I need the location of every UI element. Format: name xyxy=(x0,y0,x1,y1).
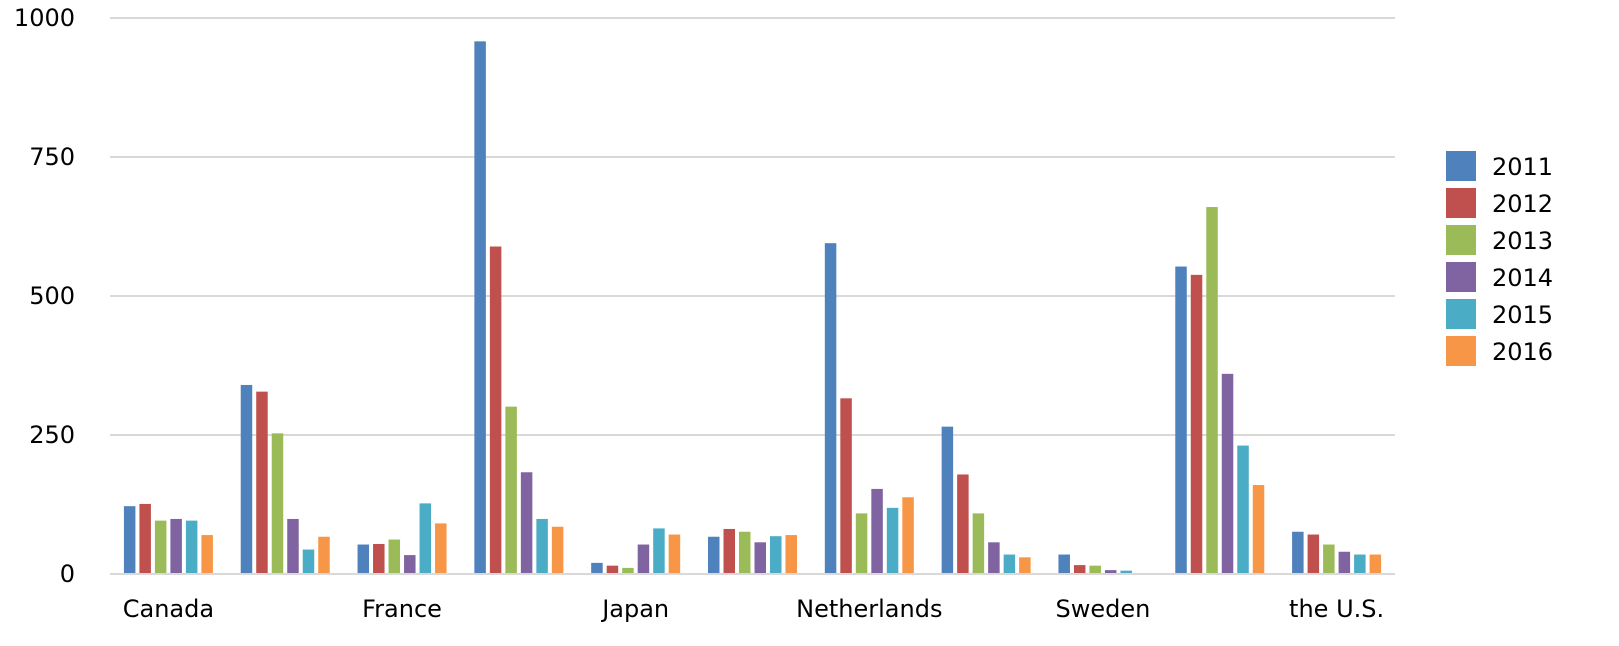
bar-2014 xyxy=(1338,551,1351,574)
x-tick-label: the U.S. xyxy=(1289,595,1384,623)
bar-2014 xyxy=(754,542,766,574)
bar-2016 xyxy=(1369,554,1382,574)
bar-2011 xyxy=(240,384,253,574)
bar-2014 xyxy=(1104,570,1117,574)
bar-2013 xyxy=(622,567,634,574)
bar-2012 xyxy=(489,246,502,575)
x-tick-label: Sweden xyxy=(1056,595,1151,623)
bar-2015 xyxy=(302,549,315,574)
bar-2011 xyxy=(474,41,486,575)
bar-2013 xyxy=(855,513,868,574)
x-tick-label: Canada xyxy=(123,595,214,623)
y-tick-label: 750 xyxy=(29,143,75,171)
bar-2013 xyxy=(1323,544,1335,574)
bar-2015 xyxy=(886,507,899,574)
bar-2015 xyxy=(536,518,548,574)
bar-2016 xyxy=(1019,557,1031,574)
bar-2014 xyxy=(287,518,299,574)
bar-2012 xyxy=(1190,274,1203,574)
bar-2011 xyxy=(824,243,837,574)
legend-label: 2014 xyxy=(1492,264,1553,292)
bar-2012 xyxy=(1307,534,1320,574)
bar-2011 xyxy=(708,536,720,574)
bar-2012 xyxy=(723,528,735,574)
bars xyxy=(123,41,1382,575)
bar-2012 xyxy=(373,543,385,574)
legend-swatch-2011 xyxy=(1446,151,1476,181)
bar-2012 xyxy=(957,474,969,574)
bar-2015 xyxy=(1003,554,1016,574)
x-tick-label: Japan xyxy=(600,595,669,623)
bar-2014 xyxy=(637,544,650,574)
legend-swatch-2012 xyxy=(1446,188,1476,218)
legend-label: 2016 xyxy=(1492,338,1553,366)
legend-swatch-2013 xyxy=(1446,225,1476,255)
bar-2013 xyxy=(154,520,167,574)
bar-2015 xyxy=(419,503,432,574)
bar-2011 xyxy=(1292,531,1304,574)
bar-2012 xyxy=(840,398,852,574)
bar-2011 xyxy=(357,544,370,574)
bar-2016 xyxy=(1252,485,1265,574)
legend-swatch-2015 xyxy=(1446,299,1476,329)
x-tick-label: France xyxy=(362,595,442,623)
bar-2013 xyxy=(271,433,284,574)
bar-2014 xyxy=(170,518,182,574)
bar-2015 xyxy=(653,528,665,574)
bar-2016 xyxy=(902,497,914,574)
y-tick-label: 500 xyxy=(29,282,75,310)
bar-2014 xyxy=(988,542,1000,574)
bar-2014 xyxy=(404,555,416,574)
bar-2013 xyxy=(1206,207,1218,575)
legend-label: 2015 xyxy=(1492,301,1553,329)
bar-2011 xyxy=(941,426,954,574)
bar-2013 xyxy=(739,531,751,574)
bar-2016 xyxy=(551,526,564,574)
bar-2014 xyxy=(871,488,883,574)
bar-2015 xyxy=(1354,554,1366,574)
bar-2013 xyxy=(505,406,517,574)
bar-2012 xyxy=(139,503,151,574)
legend: 2011 2012 2013 2014 2015 2016 xyxy=(1446,151,1553,366)
bar-2013 xyxy=(1089,565,1101,574)
bar-2016 xyxy=(318,536,330,574)
bar-2016 xyxy=(785,535,797,574)
bar-2015 xyxy=(770,536,782,574)
bar-2012 xyxy=(256,391,268,574)
bar-2012 xyxy=(1073,565,1086,574)
bar-2016 xyxy=(668,534,681,574)
x-axis-ticks: Canada France Japan Netherlands Sweden the U.… xyxy=(123,595,1384,623)
legend-label: 2012 xyxy=(1492,190,1553,218)
legend-swatch-2014 xyxy=(1446,262,1476,292)
y-tick-label: 1000 xyxy=(14,4,75,32)
x-tick-label: Netherlands xyxy=(796,595,942,623)
bar-2011 xyxy=(1175,266,1187,574)
bar-2013 xyxy=(972,513,985,574)
legend-label: 2013 xyxy=(1492,227,1553,255)
bar-2015 xyxy=(1120,570,1132,574)
bar-2016 xyxy=(435,523,447,574)
bar-2015 xyxy=(185,520,198,574)
legend-label: 2011 xyxy=(1492,153,1553,181)
bar-2011 xyxy=(1058,554,1070,574)
bar-2015 xyxy=(1237,445,1249,574)
legend-swatch-2016 xyxy=(1446,336,1476,366)
bar-2016 xyxy=(201,535,213,574)
y-axis-ticks: 0 250 500 750 1000 xyxy=(14,4,75,588)
bar-2014 xyxy=(520,472,533,574)
bar-2014 xyxy=(1221,373,1234,574)
bar-2012 xyxy=(606,565,619,574)
y-tick-label: 0 xyxy=(60,560,75,588)
y-tick-label: 250 xyxy=(29,421,75,449)
bar-2013 xyxy=(388,539,401,574)
bar-2011 xyxy=(591,562,603,574)
bar-2011 xyxy=(123,506,136,574)
